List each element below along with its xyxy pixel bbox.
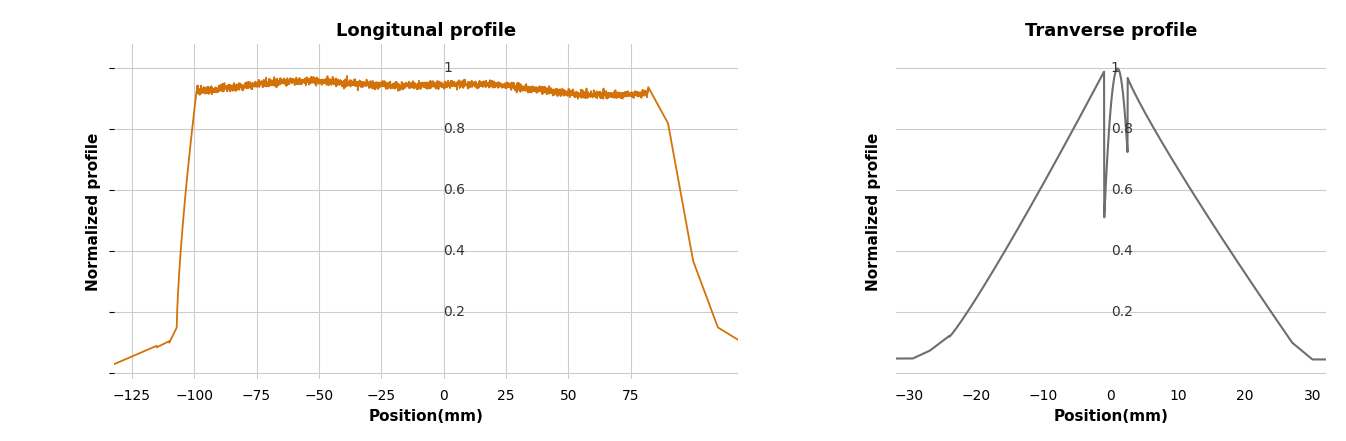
Text: 0.8: 0.8 xyxy=(1110,123,1133,136)
Y-axis label: Normalized profile: Normalized profile xyxy=(865,132,880,291)
Text: 0.2: 0.2 xyxy=(444,305,466,319)
Text: 0.8: 0.8 xyxy=(444,123,466,136)
X-axis label: Position(mm): Position(mm) xyxy=(369,408,483,423)
X-axis label: Position(mm): Position(mm) xyxy=(1054,408,1168,423)
Text: 0.6: 0.6 xyxy=(444,183,466,198)
Title: Longitunal profile: Longitunal profile xyxy=(336,22,516,40)
Y-axis label: Normalized profile: Normalized profile xyxy=(86,132,101,291)
Text: 1: 1 xyxy=(1110,61,1120,75)
Text: 0.4: 0.4 xyxy=(1110,244,1133,258)
Text: 1: 1 xyxy=(444,61,452,75)
Text: 0.6: 0.6 xyxy=(1110,183,1133,198)
Title: Tranverse profile: Tranverse profile xyxy=(1024,22,1197,40)
Text: 0.4: 0.4 xyxy=(444,244,466,258)
Text: 0.2: 0.2 xyxy=(1110,305,1133,319)
